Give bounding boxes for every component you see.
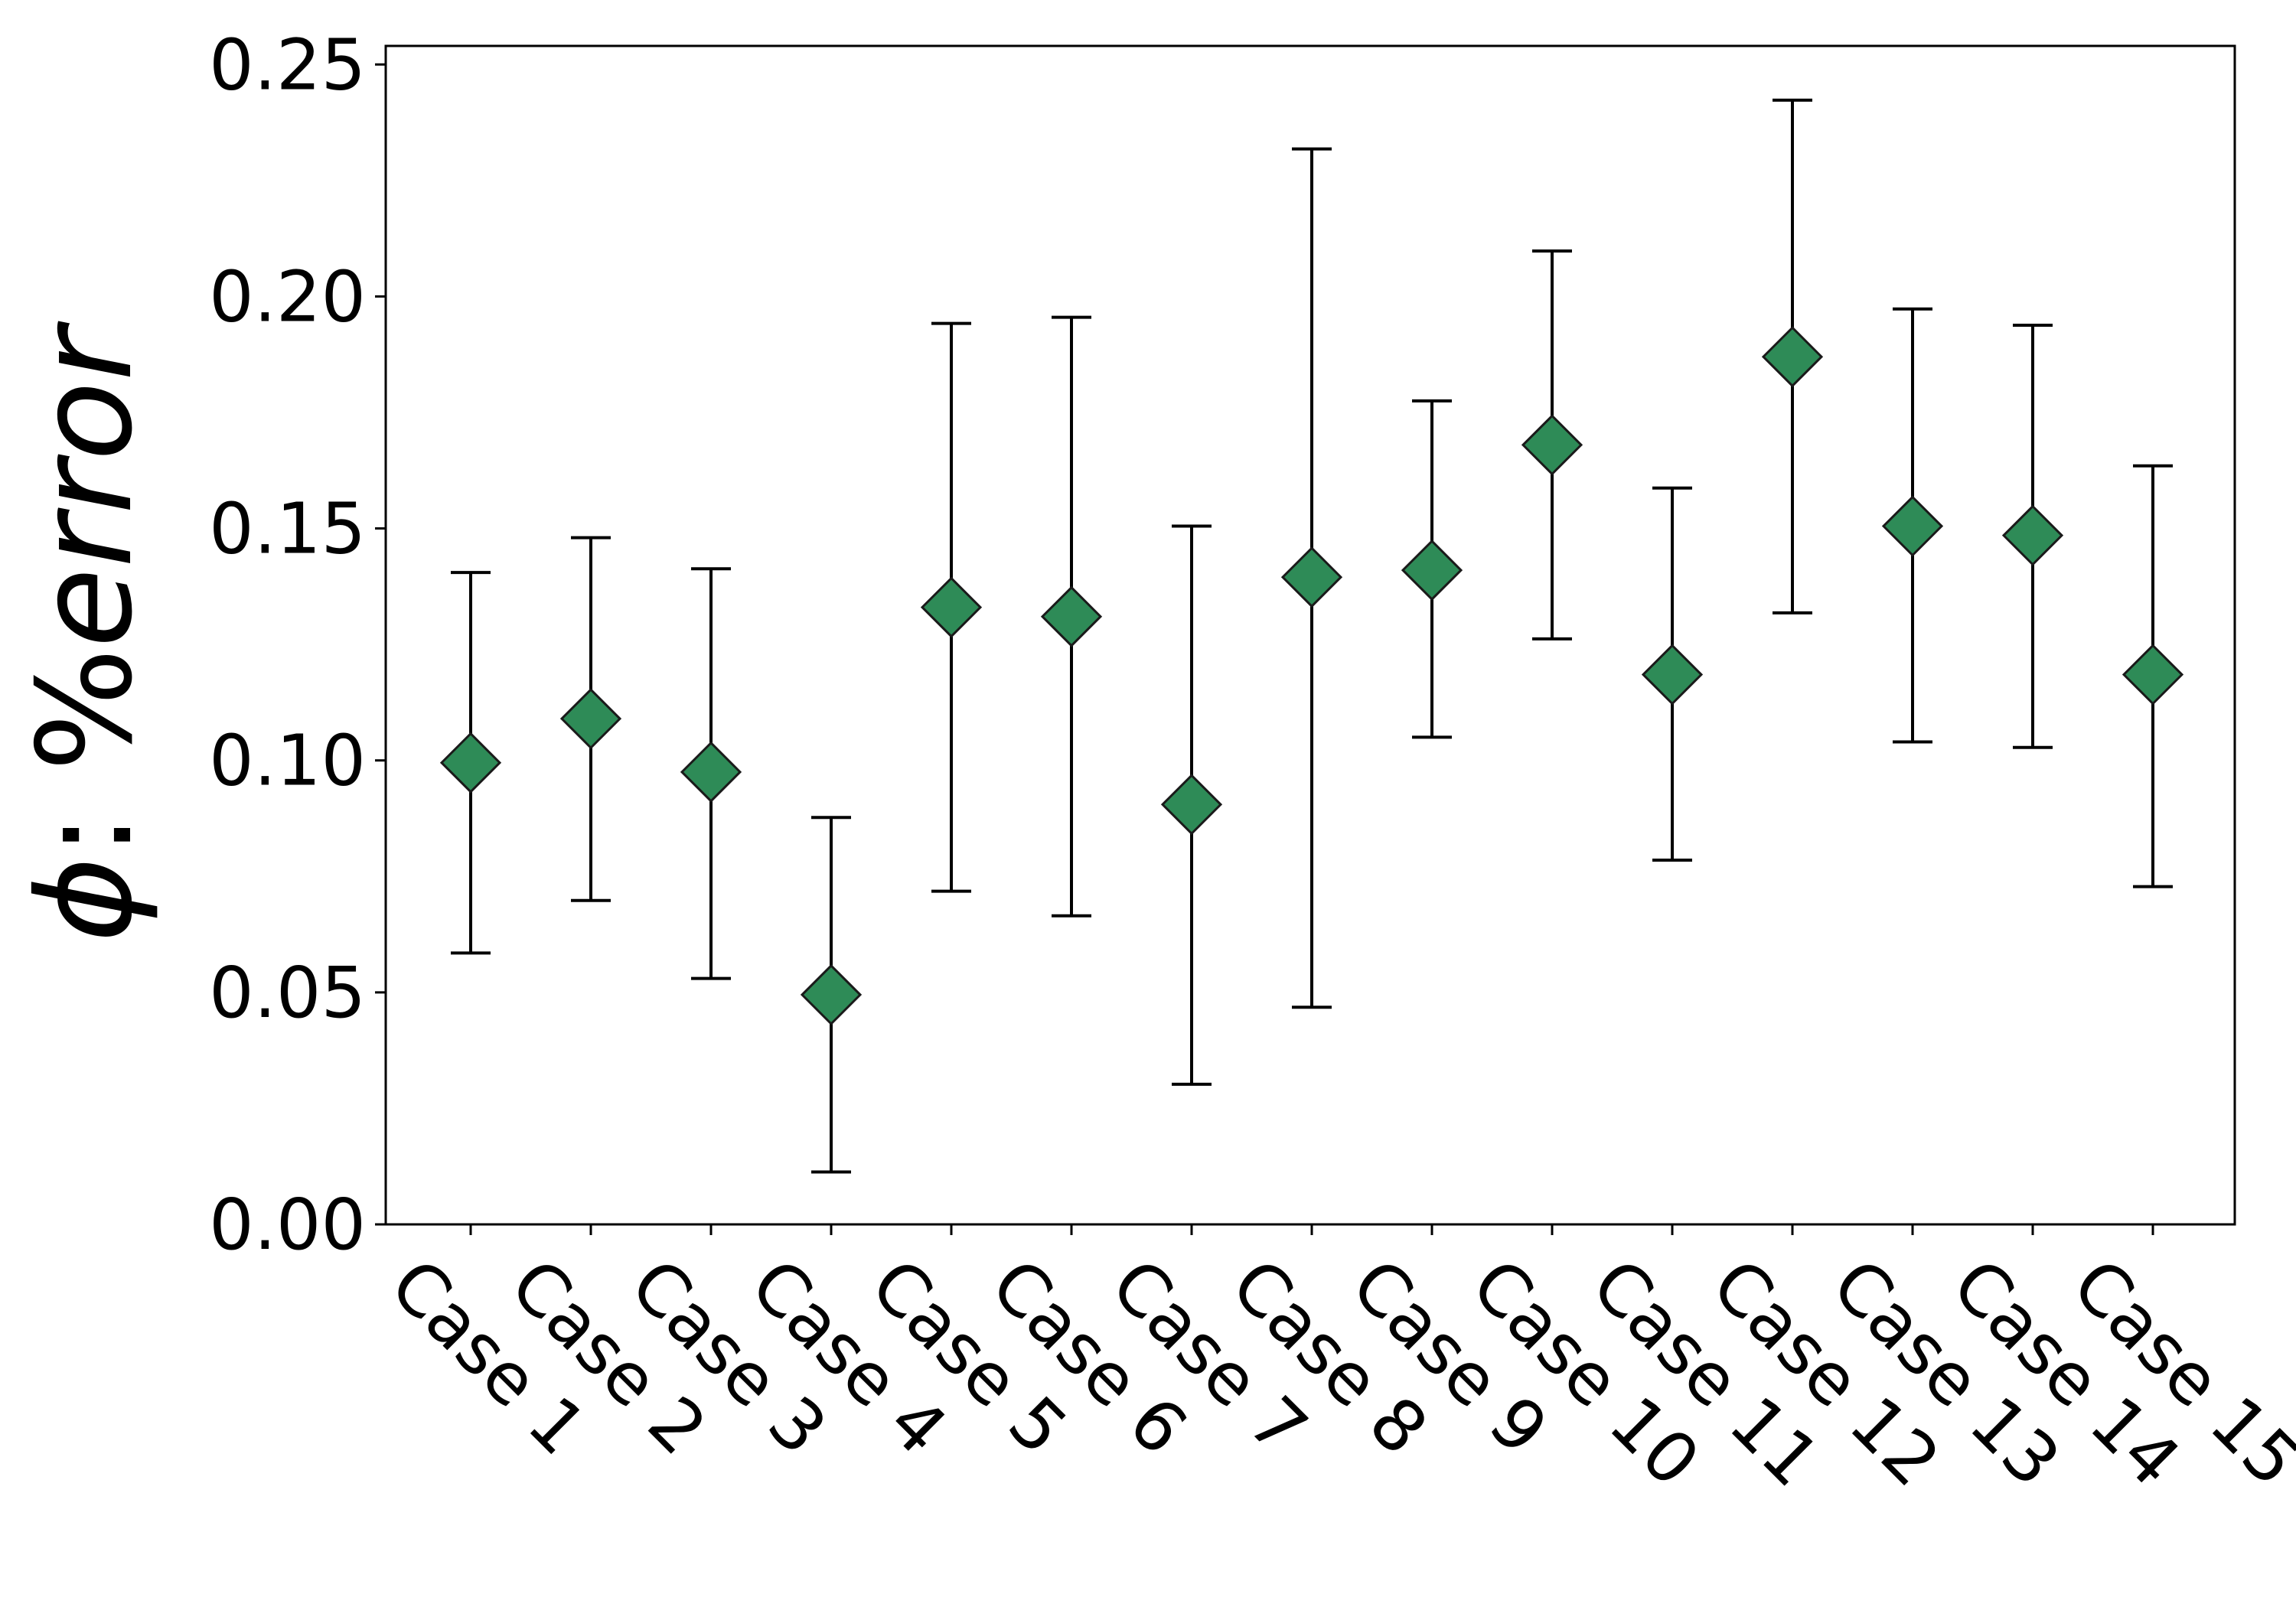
data-point-10 — [1521, 414, 1583, 476]
y-tick-label-5: 0.25 — [209, 24, 366, 106]
data-point-14 — [2001, 504, 2064, 566]
data-points — [439, 326, 2184, 1026]
data-point-7 — [1160, 774, 1223, 836]
y-axis-label-symbol: ϕ — [10, 856, 161, 942]
y-tick-label-2: 0.10 — [209, 720, 366, 802]
y-tick-label-0: 0.00 — [209, 1184, 366, 1266]
y-tick-label-3: 0.15 — [209, 488, 366, 570]
data-point-11 — [1641, 644, 1704, 706]
y-axis: 0.00 0.05 0.10 0.15 0.20 0.25 — [209, 24, 386, 1266]
y-axis-label: ϕ: %error — [10, 321, 161, 942]
y-tick-label-1: 0.05 — [209, 952, 366, 1034]
error-bars — [451, 98, 2173, 1174]
y-axis-label-separator: : % — [10, 648, 161, 857]
data-point-6 — [1040, 585, 1103, 647]
data-point-12 — [1761, 326, 1824, 388]
data-point-13 — [1881, 495, 1944, 557]
data-point-9 — [1401, 539, 1463, 601]
data-point-5 — [920, 576, 983, 638]
y-tick-label-4: 0.20 — [209, 256, 366, 337]
y-axis-label-word: error — [10, 321, 161, 647]
data-point-3 — [680, 741, 742, 803]
plot-frame — [384, 44, 2236, 1226]
data-point-1 — [439, 732, 502, 794]
data-point-2 — [559, 688, 622, 750]
data-point-8 — [1280, 546, 1343, 608]
data-point-4 — [800, 963, 863, 1026]
data-point-15 — [2122, 644, 2184, 706]
